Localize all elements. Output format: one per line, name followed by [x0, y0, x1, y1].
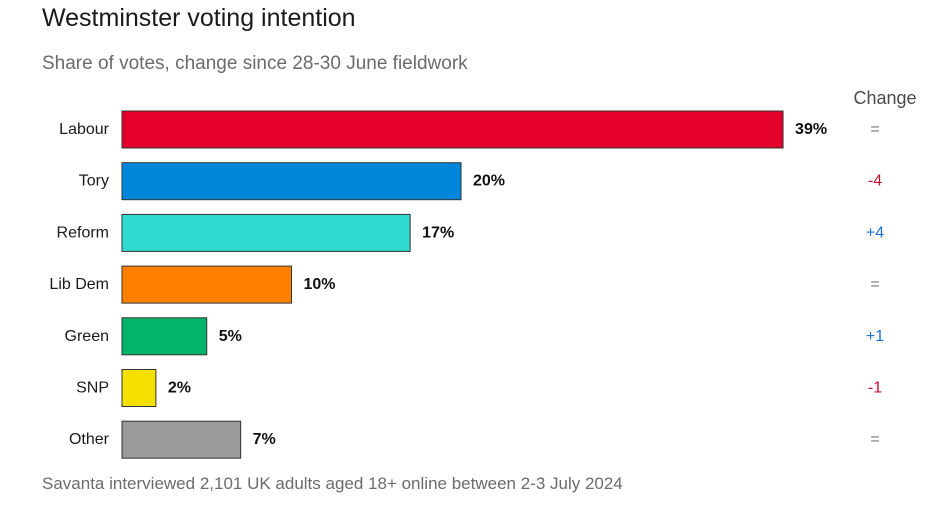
category-label-green: Green [65, 328, 109, 345]
bar-reform [121, 213, 411, 252]
change-value-reform: +4 [866, 224, 884, 241]
change-value-other: = [870, 431, 879, 448]
value-label-other: 7% [253, 431, 276, 448]
change-column-header: Change [853, 88, 917, 108]
category-label-other: Other [69, 431, 110, 448]
category-label-snp: SNP [76, 380, 109, 397]
bar-labour [121, 110, 784, 149]
value-label-snp: 2% [168, 380, 191, 397]
value-label-lib-dem: 10% [304, 276, 336, 293]
footnote: Savanta interviewed 2,101 UK adults aged… [42, 474, 623, 493]
value-label-tory: 20% [473, 173, 505, 190]
bar-tory [121, 162, 462, 201]
change-value-snp: -1 [868, 380, 882, 397]
chart-title: Westminster voting intention [42, 4, 356, 32]
bar-lib-dem [121, 265, 292, 304]
bar-snp [121, 369, 157, 407]
change-value-tory: -4 [868, 173, 882, 190]
bar-green [121, 317, 208, 356]
change-value-labour: = [870, 121, 879, 138]
value-label-reform: 17% [422, 224, 454, 241]
value-label-green: 5% [219, 328, 242, 345]
value-label-labour: 39% [795, 121, 827, 138]
change-value-green: +1 [866, 328, 884, 345]
chart-subtitle: Share of votes, change since 28-30 June … [42, 53, 468, 74]
category-label-labour: Labour [59, 121, 109, 138]
change-value-lib-dem: = [870, 276, 879, 293]
category-label-lib-dem: Lib Dem [49, 276, 109, 293]
category-label-reform: Reform [57, 224, 109, 241]
bar-other [121, 420, 242, 459]
category-label-tory: Tory [79, 173, 109, 190]
